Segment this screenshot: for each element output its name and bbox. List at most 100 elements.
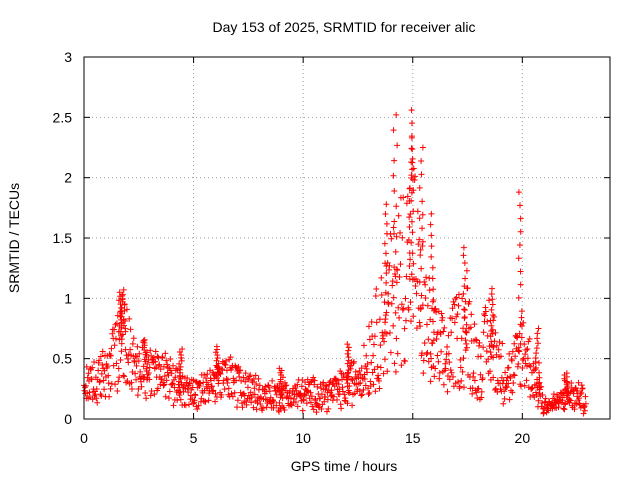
data-point: [356, 388, 363, 395]
data-point: [473, 389, 480, 396]
data-point: [369, 369, 376, 376]
data-point: [377, 342, 384, 349]
data-point: [192, 392, 199, 399]
data-point: [392, 273, 399, 280]
data-point: [455, 302, 462, 309]
data-point: [506, 396, 513, 403]
data-point: [117, 356, 124, 363]
data-point: [179, 346, 186, 353]
data-point: [152, 358, 159, 365]
data-point: [535, 325, 542, 332]
data-point: [239, 404, 246, 411]
data-point: [393, 233, 400, 240]
data-point: [451, 319, 458, 326]
data-point: [236, 373, 243, 380]
data-point: [434, 352, 441, 359]
data-point: [376, 377, 383, 384]
data-point: [347, 363, 354, 370]
data-point: [574, 388, 581, 395]
data-point: [161, 373, 168, 380]
data-point: [96, 357, 103, 364]
data-point: [213, 357, 220, 364]
data-point: [176, 366, 183, 373]
y-axis-label: SRMTID / TECUs: [6, 183, 22, 293]
data-point: [517, 281, 524, 288]
data-point: [253, 406, 260, 413]
data-point: [518, 334, 525, 341]
data-point: [409, 166, 416, 173]
y-tick-label: 2.5: [53, 109, 73, 125]
data-point: [471, 377, 478, 384]
data-point: [519, 364, 526, 371]
data-point: [394, 267, 401, 274]
data-point: [430, 329, 437, 336]
data-point: [251, 391, 258, 398]
data-point: [496, 338, 503, 345]
data-point: [132, 370, 139, 377]
data-point: [406, 185, 413, 192]
data-point: [364, 369, 371, 376]
data-point: [521, 341, 528, 348]
data-point: [429, 275, 436, 282]
data-point: [141, 373, 148, 380]
data-point: [391, 218, 398, 225]
data-point: [350, 358, 357, 365]
data-point: [407, 211, 414, 218]
data-point: [120, 286, 127, 293]
data-point: [410, 313, 417, 320]
data-point: [430, 286, 437, 293]
data-point: [136, 350, 143, 357]
data-point: [195, 402, 202, 409]
data-point: [489, 301, 496, 308]
data-point: [449, 305, 456, 312]
data-point: [534, 330, 541, 337]
data-point: [254, 399, 261, 406]
data-point: [508, 357, 515, 364]
data-point: [449, 315, 456, 322]
data-point: [387, 349, 394, 356]
data-point: [134, 343, 141, 350]
data-point: [133, 376, 140, 383]
data-point: [533, 350, 540, 357]
data-point: [469, 390, 476, 397]
data-point: [460, 355, 467, 362]
data-point: [212, 349, 219, 356]
data-point: [194, 405, 201, 412]
data-point: [233, 377, 240, 384]
data-point: [422, 295, 429, 302]
data-point: [386, 262, 393, 269]
data-point: [492, 329, 499, 336]
data-point: [392, 309, 399, 316]
data-point: [510, 371, 517, 378]
data-point: [506, 350, 513, 357]
data-point: [212, 390, 219, 397]
data-point: [515, 360, 522, 367]
data-point: [95, 367, 102, 374]
data-point: [435, 358, 442, 365]
data-point: [495, 346, 502, 353]
data-point: [378, 274, 385, 281]
data-point: [294, 381, 301, 388]
data-point: [276, 399, 283, 406]
data-point: [409, 146, 416, 153]
data-point: [454, 311, 461, 318]
data-point: [477, 371, 484, 378]
data-point: [249, 379, 256, 386]
data-point: [406, 214, 413, 221]
data-point: [405, 306, 412, 313]
data-point: [483, 348, 490, 355]
x-tick-label: 5: [190, 430, 198, 446]
points-layer: [81, 107, 589, 417]
data-point: [524, 346, 531, 353]
data-point: [376, 316, 383, 323]
data-point: [488, 338, 495, 345]
data-point: [517, 202, 524, 209]
data-point: [105, 372, 112, 379]
data-point: [410, 187, 417, 194]
data-point: [310, 406, 317, 413]
x-tick-label: 15: [405, 430, 421, 446]
data-point: [499, 340, 506, 347]
data-point: [157, 366, 164, 373]
data-point: [406, 263, 413, 270]
